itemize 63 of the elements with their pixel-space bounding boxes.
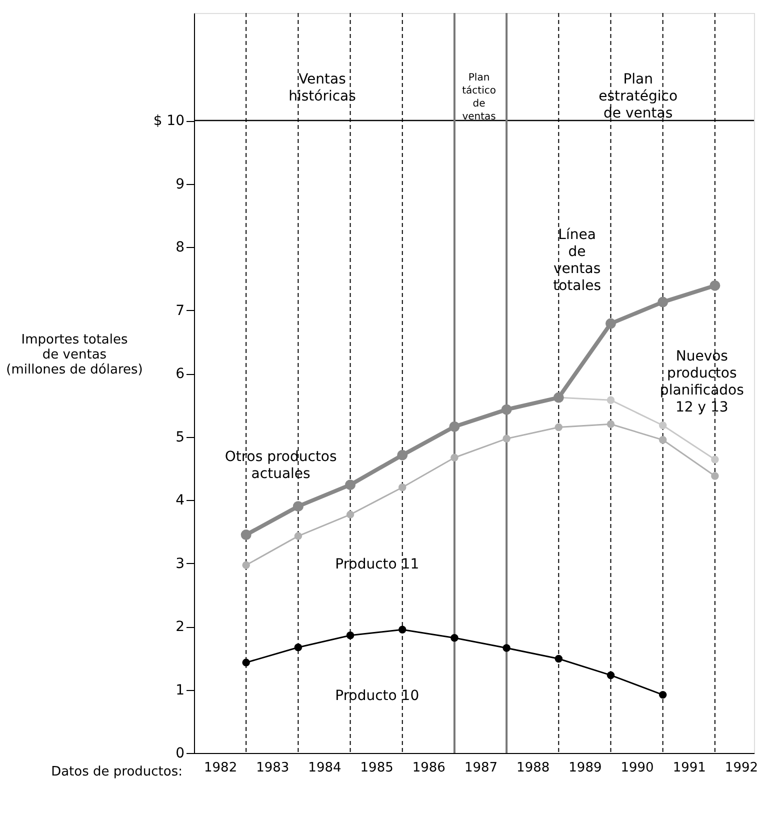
point — [502, 434, 510, 443]
annotation: Plan táctico de ventas — [462, 72, 496, 122]
point — [606, 671, 615, 680]
point — [294, 532, 302, 540]
x-tick-label: 1986 — [412, 760, 446, 776]
point — [450, 454, 458, 462]
x-tick-label: 1988 — [516, 760, 550, 776]
y-tick-label: 7 — [176, 302, 184, 319]
point — [398, 483, 406, 492]
annotation: Producto 11 — [335, 556, 420, 572]
point — [449, 421, 460, 432]
point — [554, 423, 563, 432]
y-tick-label: 8 — [176, 240, 184, 256]
y-tick-label: 5 — [176, 429, 184, 446]
y-axis-title: Importes totales de ventas (millones de dólares) — [6, 332, 143, 378]
annotation: Plan estratégico de ventas — [598, 72, 678, 122]
point — [711, 472, 719, 480]
point — [606, 396, 615, 404]
point — [346, 510, 354, 518]
y-tick-label: 0 — [176, 746, 184, 762]
x-tick-label: 1982 — [204, 760, 238, 776]
x-tick-label: 1989 — [568, 760, 602, 776]
point — [658, 296, 668, 308]
annotation: Ventas históricas — [288, 72, 356, 105]
y-tick-label: $ 10 — [153, 113, 184, 130]
annotation: Nuevos productos planificados 12 y 13 — [660, 348, 744, 416]
point — [398, 626, 406, 634]
point — [292, 501, 304, 512]
point — [294, 644, 302, 652]
x-tick-label: 1992 — [724, 760, 758, 776]
x-tick-label: 1983 — [256, 760, 290, 776]
y-tick-label: 2 — [176, 619, 184, 636]
y-tick-label: 9 — [176, 176, 184, 192]
point — [554, 654, 563, 663]
point — [658, 422, 667, 430]
point — [606, 420, 615, 428]
x-tick-label: 1987 — [464, 760, 498, 776]
x-axis-title: Datos de productos: — [51, 764, 182, 780]
y-tick-label: 3 — [176, 556, 184, 572]
point — [710, 280, 720, 291]
y-tick-label: 4 — [176, 492, 185, 509]
point — [242, 658, 250, 666]
annotation: Otros productos actuales — [224, 449, 337, 482]
annotation: Línea de ventas totales — [553, 227, 601, 294]
point — [346, 631, 354, 640]
point — [397, 450, 408, 460]
y-tick-label: 1 — [176, 682, 184, 698]
point — [501, 404, 512, 415]
point — [711, 456, 719, 464]
x-tick-label: 1990 — [620, 760, 654, 776]
point — [658, 436, 667, 444]
y-tick-label: 6 — [176, 366, 185, 382]
point — [345, 480, 356, 490]
x-tick-label: 1985 — [360, 760, 394, 776]
x-tick-label: 1984 — [308, 760, 342, 776]
point — [606, 318, 616, 329]
point — [240, 530, 252, 540]
x-tick-label: 1991 — [672, 760, 706, 776]
annotation: Producto 10 — [335, 688, 420, 704]
point — [658, 690, 667, 699]
point — [502, 644, 510, 652]
point — [450, 634, 458, 642]
point — [242, 561, 250, 570]
